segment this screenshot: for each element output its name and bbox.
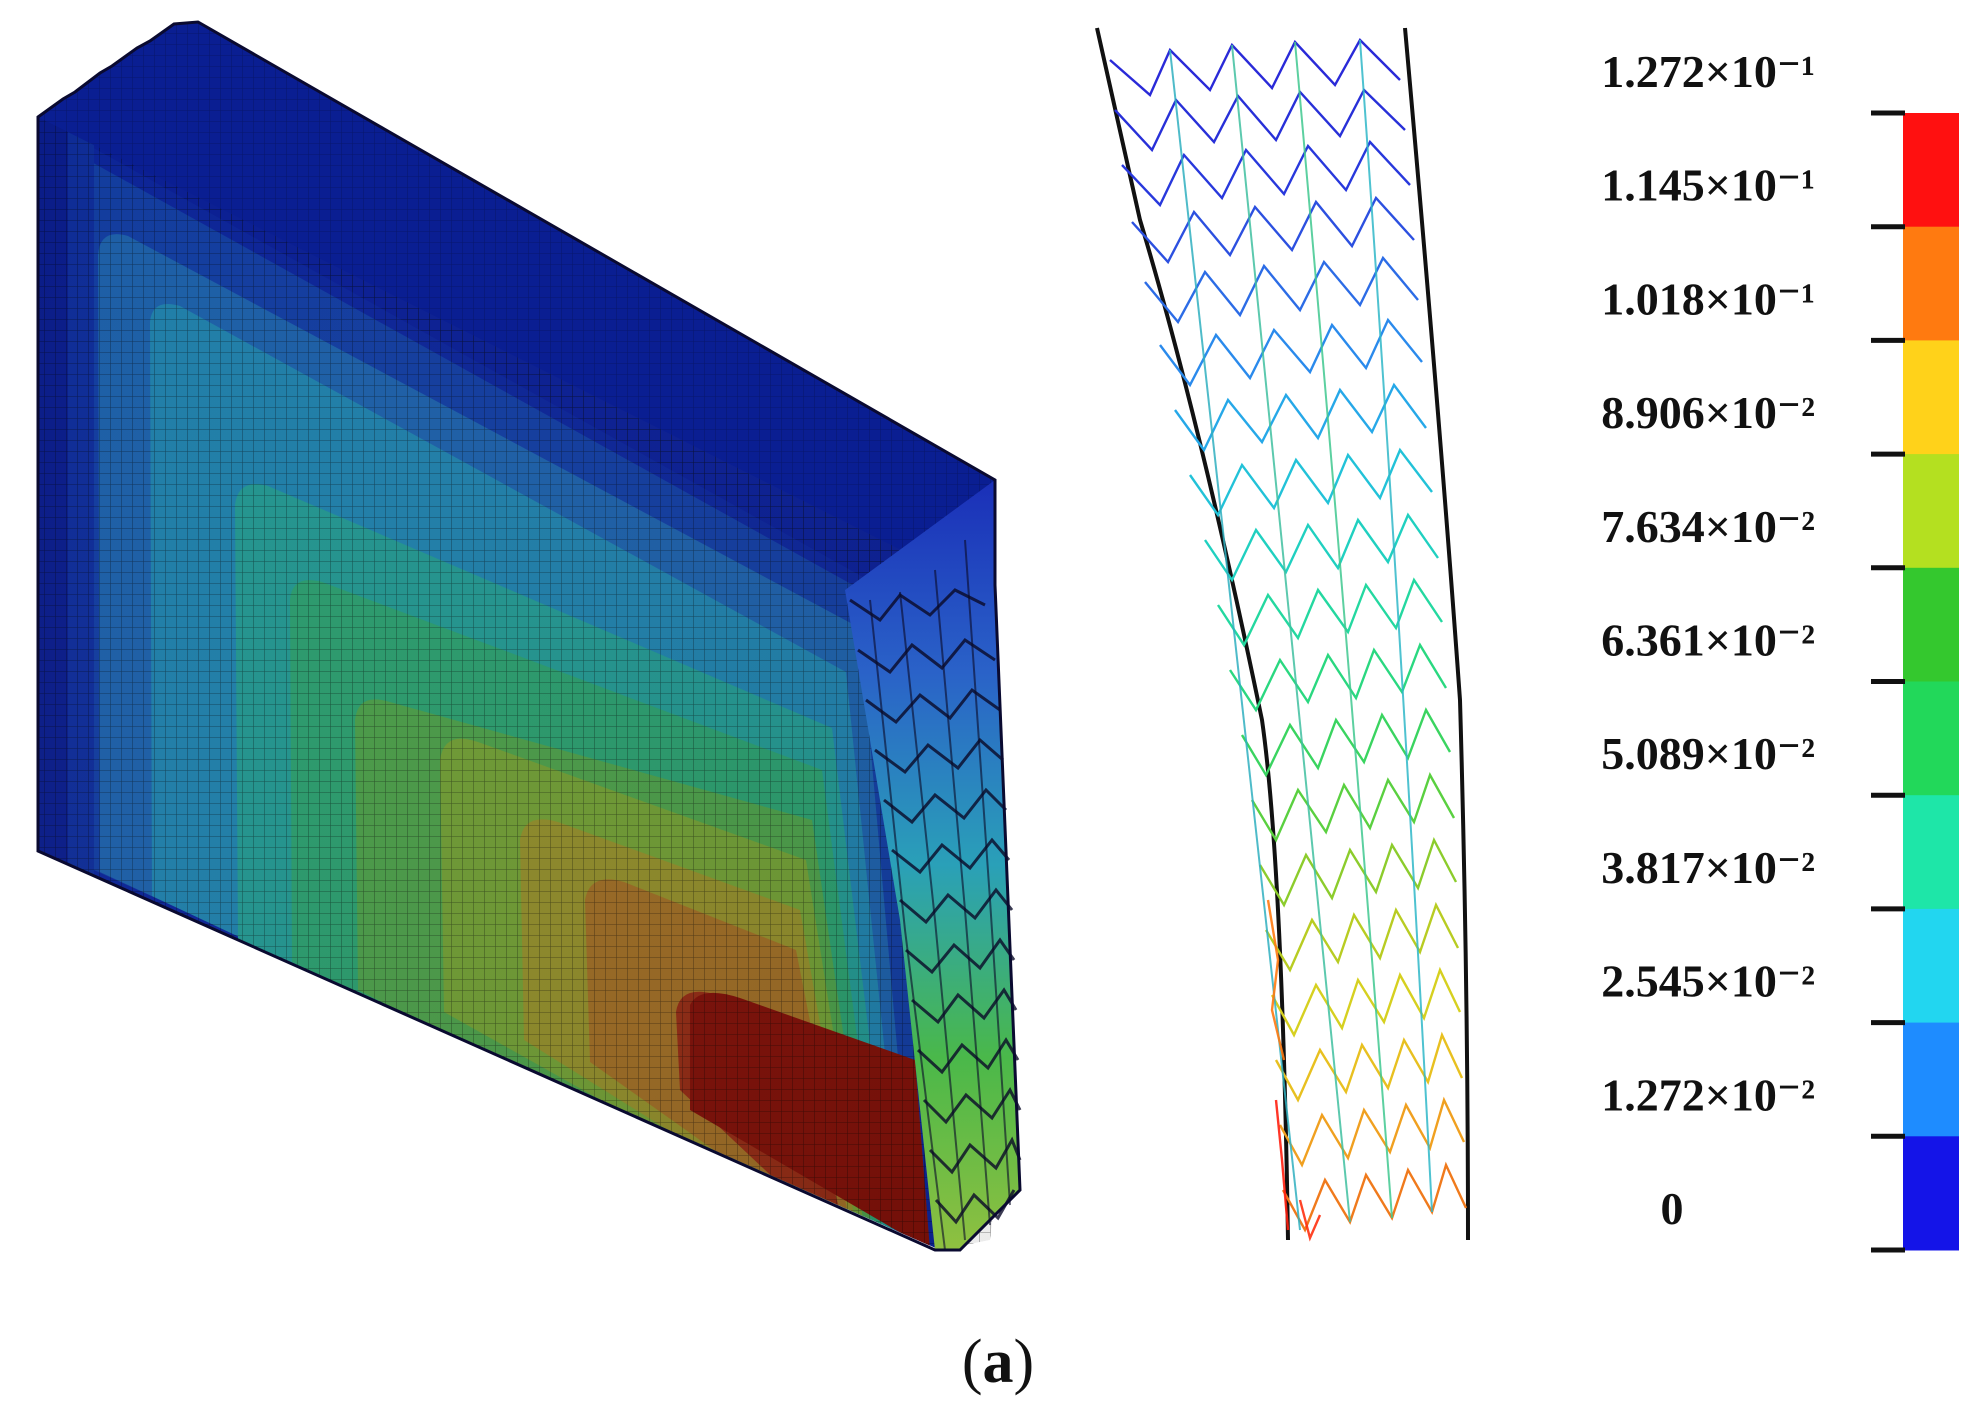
legend-color-segment	[1903, 113, 1959, 228]
legend-color-segment	[1903, 908, 1959, 1024]
color-legend: 1.272×10⁻¹ 1.145×10⁻¹ 1.018×10⁻¹ 8.906×10⁻²…	[1601, 46, 1959, 1253]
legend-label: 5.089×10⁻²	[1601, 728, 1815, 779]
panel-top-face-mesh	[38, 22, 995, 592]
caption-open-paren: (	[962, 1328, 983, 1396]
legend-color-segment	[1903, 681, 1959, 796]
cross-section-right-skin	[1403, 27, 1470, 1241]
legend-label: 2.545×10⁻²	[1601, 956, 1815, 1007]
cross-section-wireframe	[1109, 38, 1468, 1233]
legend-color-segment	[1903, 795, 1959, 910]
legend-color-segment	[1903, 454, 1959, 569]
legend-label: 7.634×10⁻²	[1601, 501, 1815, 552]
lattice-cross-section-view	[1095, 27, 1470, 1242]
cross-section-left-skin	[1095, 27, 1290, 1241]
sandwich-panel-3d-view	[36, 20, 1022, 1252]
caption-letter: a	[983, 1328, 1014, 1396]
panel-outline	[36, 20, 1022, 1252]
legend-label: 1.145×10⁻¹	[1601, 160, 1815, 211]
legend-color-segment	[1903, 567, 1959, 682]
figure-caption: (a)	[962, 1328, 1034, 1396]
legend-color-segment	[1903, 1136, 1959, 1251]
legend-label: 6.361×10⁻²	[1601, 615, 1815, 666]
caption-close-paren: )	[1014, 1328, 1035, 1396]
legend-label: 1.272×10⁻²	[1601, 1069, 1815, 1120]
legend-label: 1.272×10⁻¹	[1601, 46, 1815, 97]
legend-color-segment	[1903, 226, 1959, 341]
legend-labels: 1.272×10⁻¹ 1.145×10⁻¹ 1.018×10⁻¹ 8.906×10⁻²…	[1601, 46, 1815, 1234]
legend-color-segment	[1903, 1022, 1959, 1137]
legend-ticks	[1871, 110, 1905, 1253]
legend-label: 1.018×10⁻¹	[1601, 273, 1815, 324]
legend-label: 0	[1661, 1183, 1684, 1234]
panel-front-face	[38, 117, 1010, 1250]
legend-color-segment	[1903, 340, 1959, 455]
legend-label: 8.906×10⁻²	[1601, 387, 1815, 438]
legend-label: 3.817×10⁻²	[1601, 842, 1815, 893]
panel-lattice-edge	[845, 480, 1022, 1251]
legend-color-bar	[1903, 113, 1959, 1251]
